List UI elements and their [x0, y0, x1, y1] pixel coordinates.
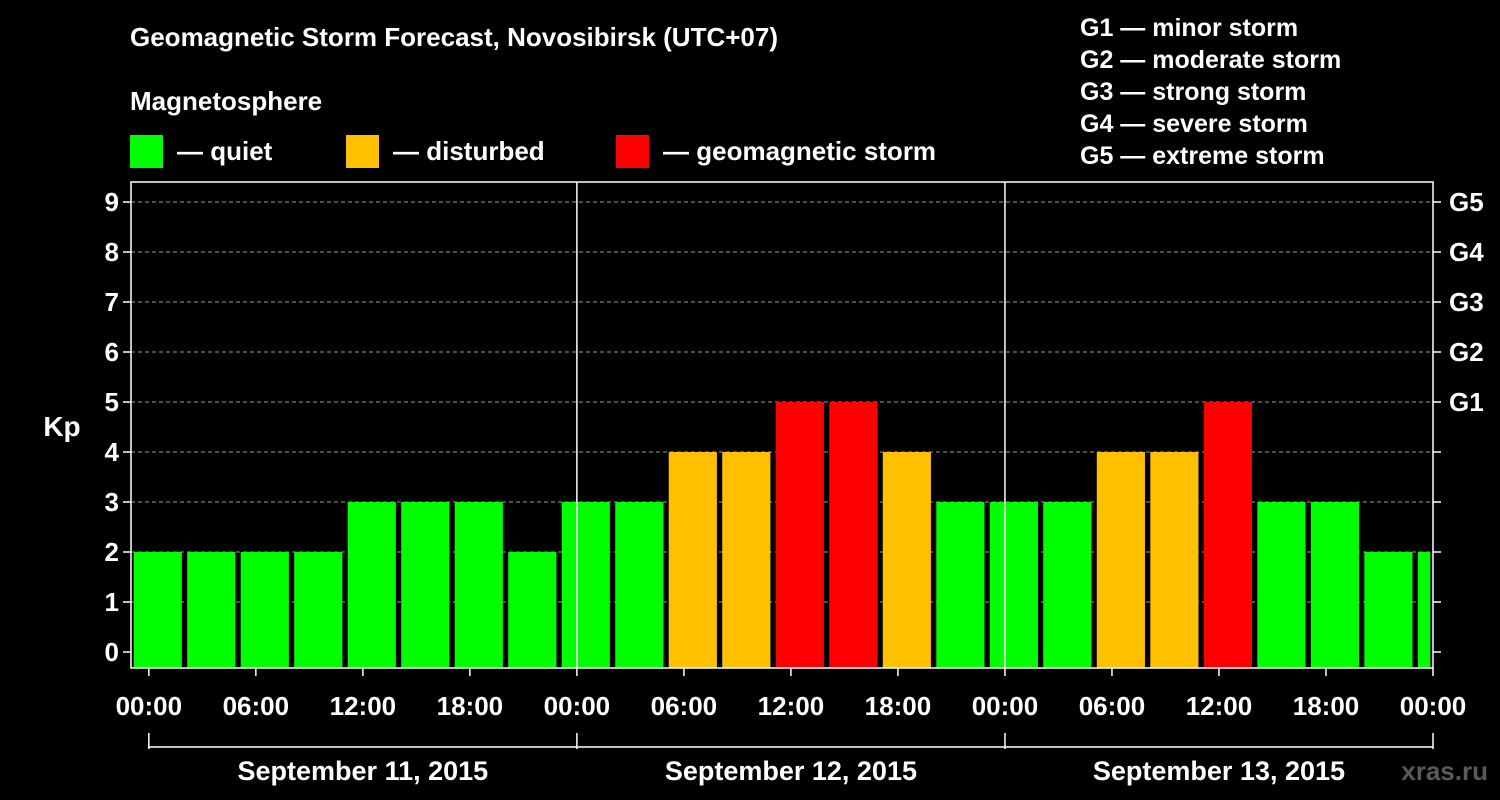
y-tick-label: 4 [105, 437, 120, 467]
legend-swatch-storm [616, 134, 649, 168]
x-tick-label: 18:00 [865, 691, 932, 721]
g-level-label: G3 [1449, 287, 1484, 317]
kp-bar [1364, 552, 1413, 668]
kp-bar [668, 452, 717, 668]
kp-bar [347, 502, 396, 668]
kp-bar [561, 502, 610, 668]
x-tick-label: 06:00 [223, 691, 290, 721]
g-scale-list: G1 — minor storm G2 — moderate storm G3 … [1080, 12, 1341, 172]
kp-bar [508, 552, 557, 668]
g-level-label: G2 [1449, 337, 1484, 367]
chart-title: Geomagnetic Storm Forecast, Novosibirsk … [130, 22, 779, 52]
kp-bar [133, 552, 182, 668]
day-label: September 11, 2015 [238, 756, 489, 786]
g-scale-item: G1 — minor storm [1080, 14, 1299, 42]
kp-bar [240, 552, 289, 668]
legend-label-quiet: — quiet [177, 135, 273, 166]
g-scale-item: G3 — strong storm [1080, 78, 1307, 106]
g-scale-item: G2 — moderate storm [1080, 46, 1342, 74]
x-tick-label: 00:00 [972, 691, 1039, 721]
kp-bar [1043, 502, 1092, 668]
kp-bar [294, 552, 343, 668]
legend-swatch-disturbed [346, 134, 379, 168]
kp-bar [882, 452, 931, 668]
y-tick-label: 8 [105, 237, 119, 267]
y-tick-label: 6 [105, 337, 119, 367]
kp-bar [187, 552, 236, 668]
kp-bar [989, 502, 1038, 668]
kp-bar [1203, 402, 1252, 668]
y-tick-label: 7 [105, 287, 119, 317]
kp-bar [615, 502, 664, 668]
x-tick-label: 12:00 [330, 691, 397, 721]
legend-item-quiet: — quiet [130, 134, 272, 168]
day-label: September 13, 2015 [1093, 756, 1345, 786]
g-scale-item: G5 — extreme storm [1080, 142, 1325, 170]
legend-item-disturbed: — disturbed [346, 134, 545, 168]
x-tick-label: 18:00 [437, 691, 504, 721]
kp-bar [1310, 502, 1359, 668]
g-scale-item: G4 — severe storm [1080, 110, 1308, 138]
kp-bar [829, 402, 878, 668]
kp-bar [722, 452, 771, 668]
kp-bar [1257, 502, 1306, 668]
y-axis-label: Kp [43, 411, 80, 442]
day-label: September 12, 2015 [665, 756, 917, 786]
y-tick-label: 0 [105, 637, 119, 667]
kp-bar [1096, 452, 1145, 668]
kp-bar [775, 402, 824, 668]
kp-bar [1150, 452, 1199, 668]
x-tick-label: 00:00 [1400, 691, 1467, 721]
legend-label-disturbed: — disturbed [393, 135, 545, 166]
legend-swatch-quiet [130, 134, 163, 168]
y-tick-label: 1 [105, 587, 119, 617]
x-tick-label: 12:00 [758, 691, 825, 721]
watermark: xras.ru [1401, 756, 1488, 786]
g-level-label: G5 [1449, 187, 1484, 217]
y-tick-label: 2 [105, 537, 119, 567]
kp-bar [401, 502, 450, 668]
x-tick-label: 00:00 [544, 691, 611, 721]
kp-bar [936, 502, 985, 668]
x-tick-label: 06:00 [651, 691, 718, 721]
legend-label-storm: — geomagnetic storm [663, 135, 937, 166]
legend-item-storm: — geomagnetic storm [616, 134, 936, 168]
y-tick-label: 9 [105, 187, 119, 217]
kp-bar [454, 502, 503, 668]
magnetosphere-label: Magnetosphere [130, 86, 323, 116]
y-tick-label: 5 [105, 387, 119, 417]
x-tick-label: 12:00 [1186, 691, 1253, 721]
x-tick-label: 00:00 [116, 691, 183, 721]
kp-bar [1417, 552, 1431, 668]
g-level-label: G1 [1449, 387, 1484, 417]
y-tick-label: 3 [105, 487, 119, 517]
x-tick-label: 18:00 [1293, 691, 1360, 721]
x-tick-label: 06:00 [1079, 691, 1146, 721]
g-level-label: G4 [1449, 237, 1484, 267]
plot-frame [130, 181, 1434, 669]
